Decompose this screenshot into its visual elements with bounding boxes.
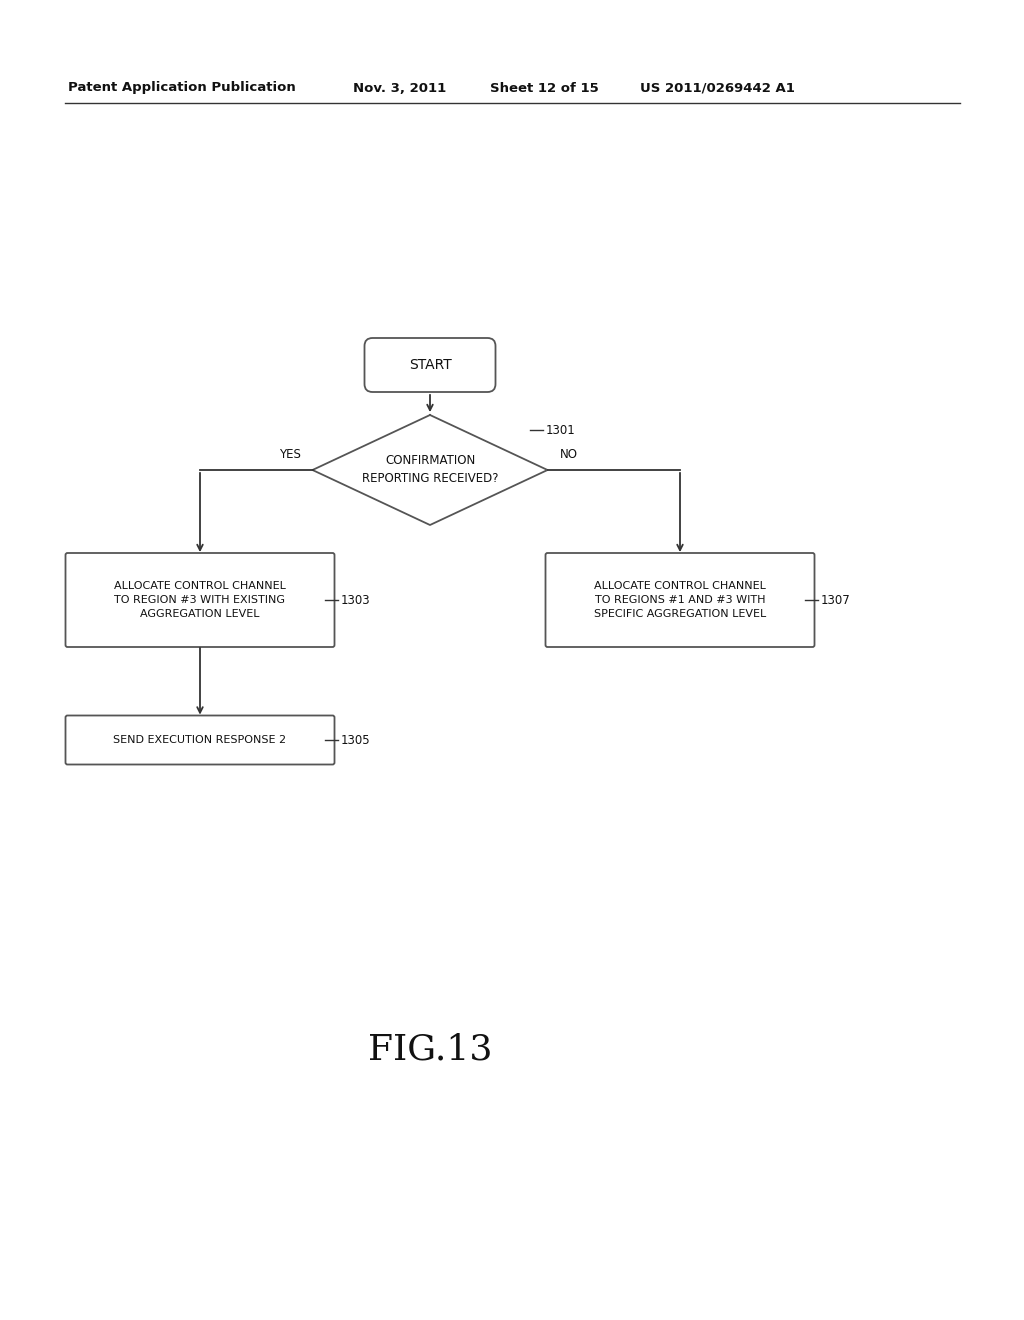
Text: ALLOCATE CONTROL CHANNEL
TO REGIONS #1 AND #3 WITH
SPECIFIC AGGREGATION LEVEL: ALLOCATE CONTROL CHANNEL TO REGIONS #1 A… — [594, 581, 766, 619]
Text: 1301: 1301 — [546, 424, 575, 437]
Text: 1303: 1303 — [341, 594, 370, 606]
Text: NO: NO — [559, 449, 578, 462]
Text: FIG.13: FIG.13 — [368, 1034, 493, 1067]
Text: START: START — [409, 358, 452, 372]
Text: 1307: 1307 — [820, 594, 850, 606]
Text: ALLOCATE CONTROL CHANNEL
TO REGION #3 WITH EXISTING
AGGREGATION LEVEL: ALLOCATE CONTROL CHANNEL TO REGION #3 WI… — [114, 581, 286, 619]
Text: 1305: 1305 — [341, 734, 370, 747]
Text: US 2011/0269442 A1: US 2011/0269442 A1 — [640, 82, 795, 95]
Text: Nov. 3, 2011: Nov. 3, 2011 — [353, 82, 446, 95]
Text: CONFIRMATION
REPORTING RECEIVED?: CONFIRMATION REPORTING RECEIVED? — [361, 454, 499, 486]
Text: Patent Application Publication: Patent Application Publication — [68, 82, 296, 95]
Text: SEND EXECUTION RESPONSE 2: SEND EXECUTION RESPONSE 2 — [114, 735, 287, 744]
FancyBboxPatch shape — [66, 715, 335, 764]
Polygon shape — [312, 414, 548, 525]
FancyBboxPatch shape — [365, 338, 496, 392]
Text: Sheet 12 of 15: Sheet 12 of 15 — [490, 82, 599, 95]
Text: YES: YES — [279, 449, 300, 462]
FancyBboxPatch shape — [546, 553, 814, 647]
FancyBboxPatch shape — [66, 553, 335, 647]
